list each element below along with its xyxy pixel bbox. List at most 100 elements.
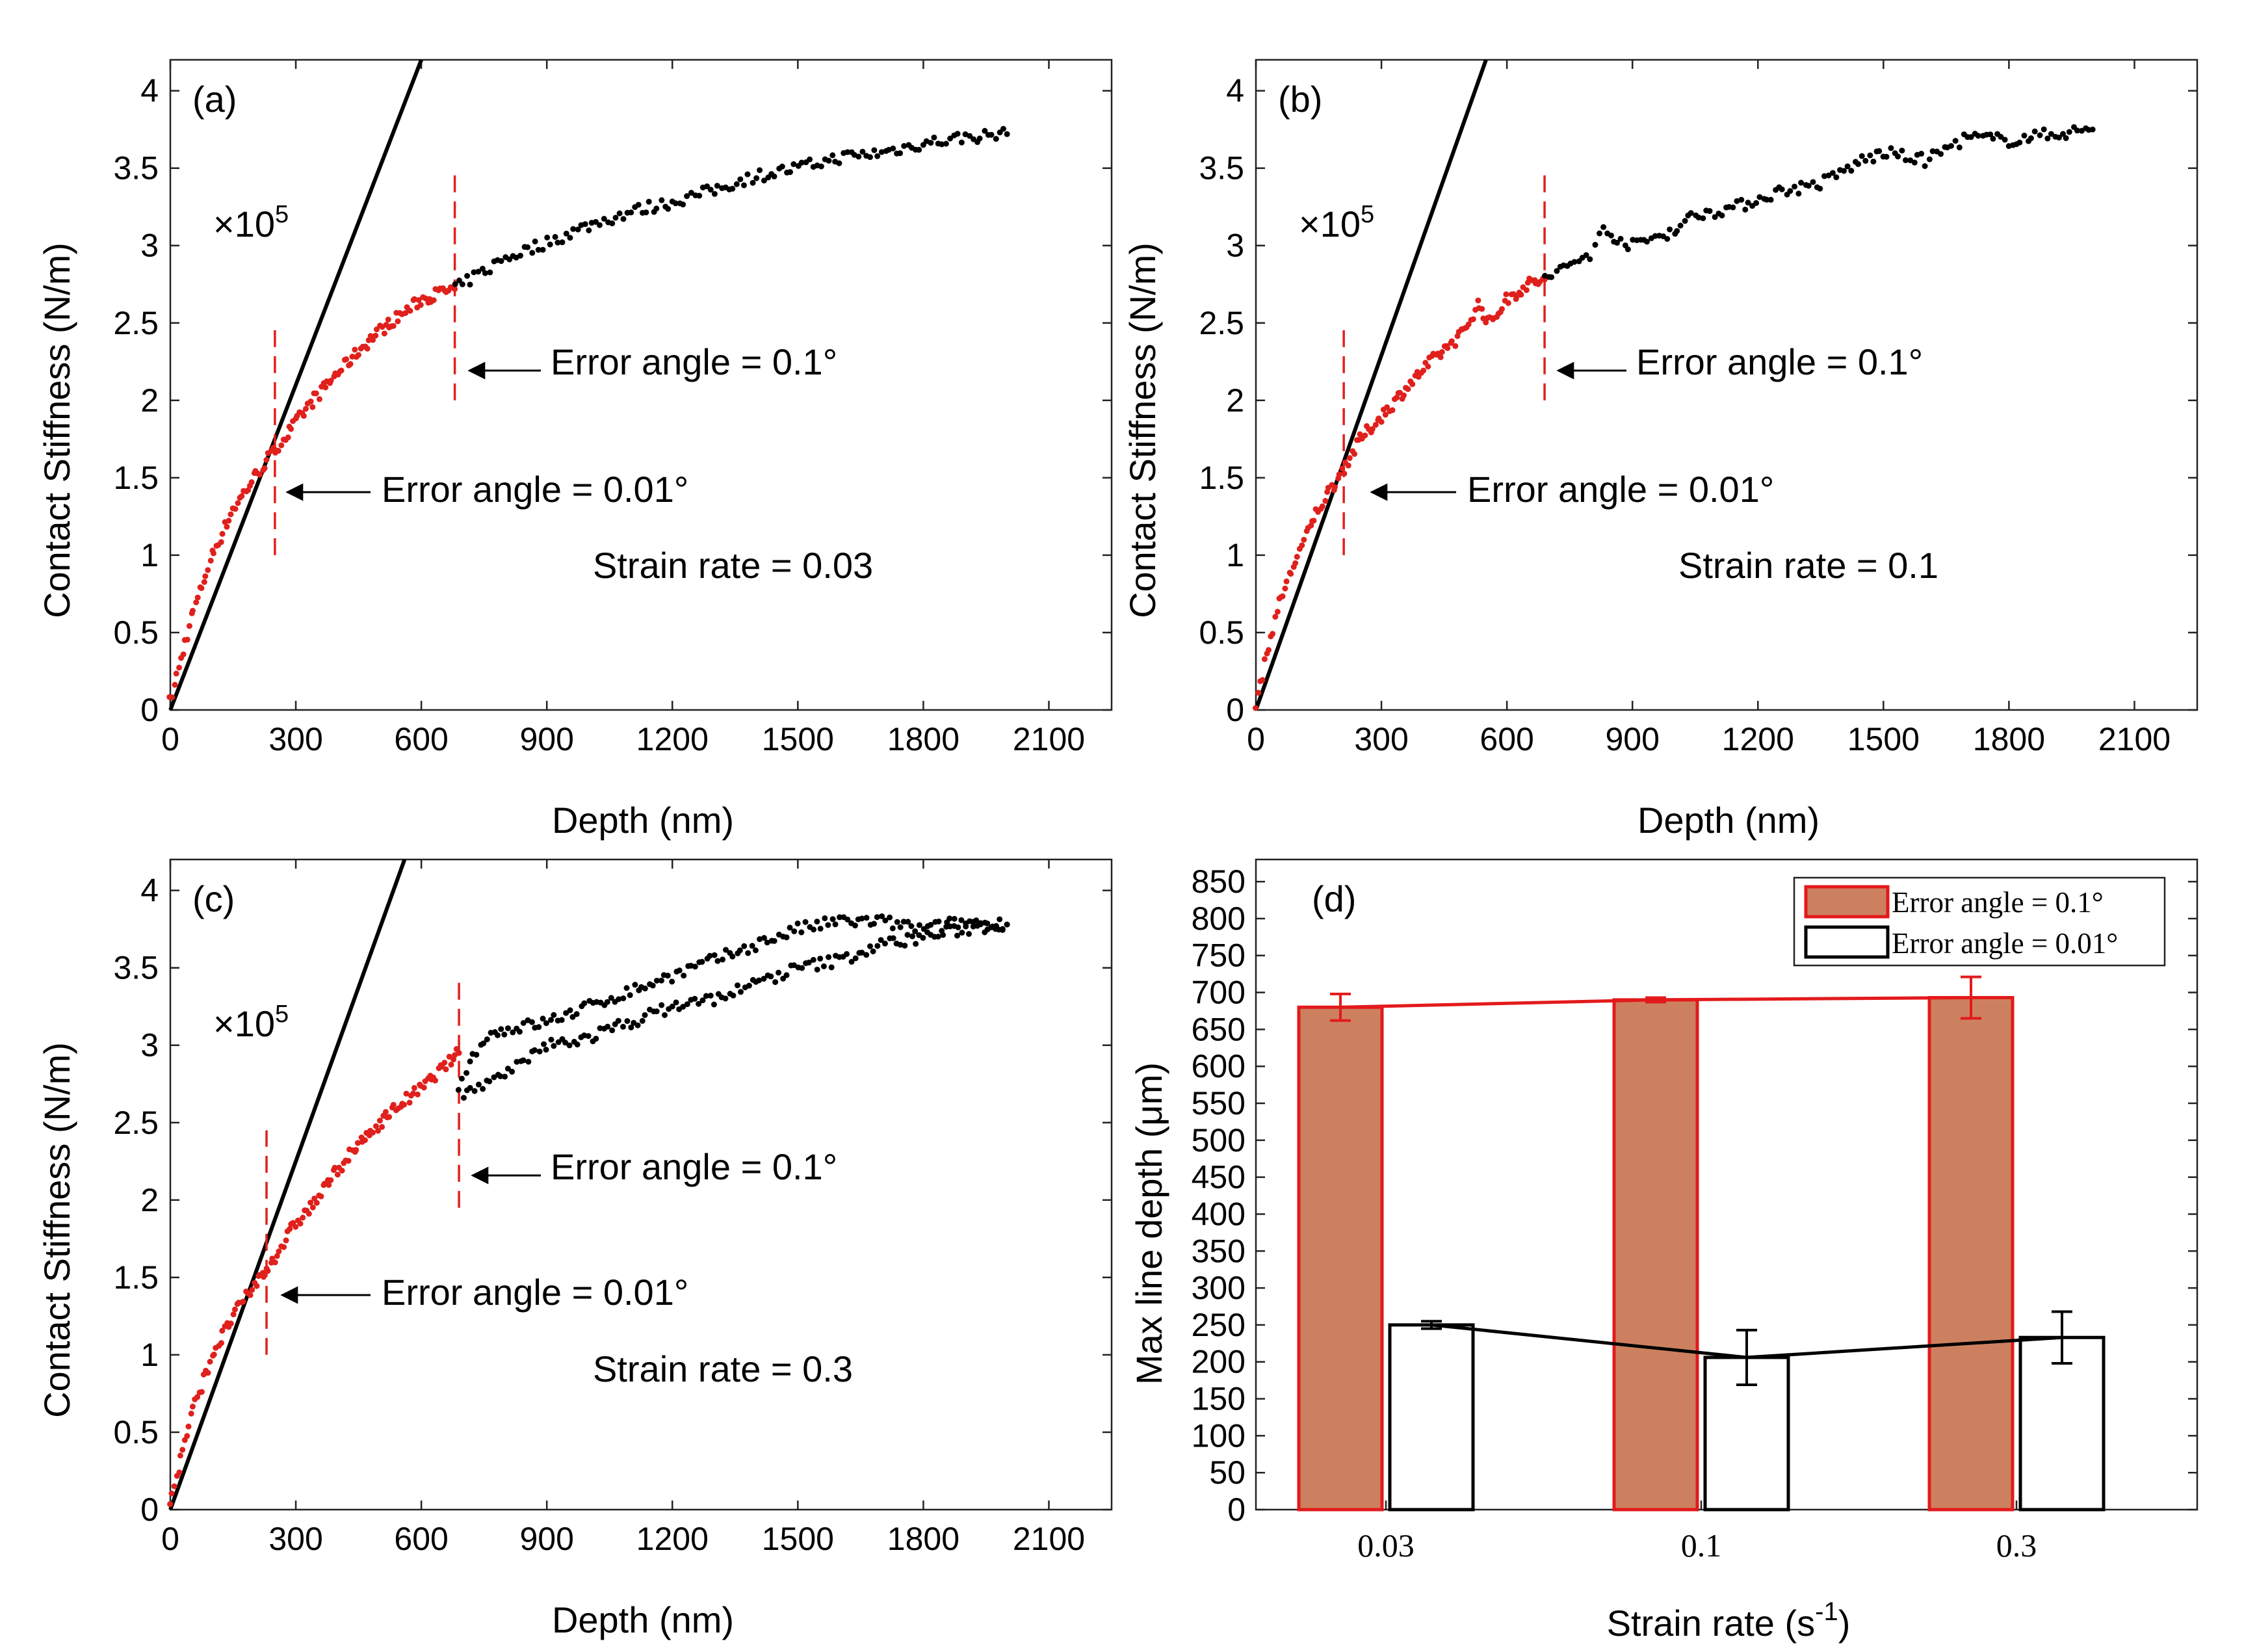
data-point xyxy=(2041,126,2047,133)
data-point xyxy=(1409,381,1416,387)
data-point xyxy=(471,269,477,276)
y-tick-label: 0.5 xyxy=(113,614,159,651)
panel-d-xlabel: Strain rate (s-1) xyxy=(1607,1597,1851,1644)
y-tick-label: 0 xyxy=(140,692,159,728)
data-point xyxy=(913,941,919,947)
data-point xyxy=(954,131,961,137)
data-point xyxy=(790,161,797,167)
data-point xyxy=(1336,471,1342,478)
data-point xyxy=(407,308,413,314)
data-point xyxy=(1372,421,1379,428)
data-point xyxy=(184,1433,190,1439)
data-point xyxy=(205,567,211,573)
data-point xyxy=(859,148,866,155)
data-point xyxy=(1876,148,1883,154)
data-point xyxy=(520,1019,527,1026)
data-point xyxy=(1833,174,1840,181)
data-point xyxy=(261,1274,267,1280)
data-point xyxy=(707,992,714,999)
data-point xyxy=(194,594,201,601)
data-point xyxy=(965,931,972,937)
data-point xyxy=(897,924,904,930)
data-point xyxy=(764,939,770,946)
x-tick-label: 1500 xyxy=(762,1521,834,1557)
data-point xyxy=(1369,426,1376,432)
y-tick-label: 3 xyxy=(140,1027,159,1064)
data-point xyxy=(2066,129,2072,135)
data-point xyxy=(202,573,209,579)
data-point xyxy=(608,995,614,1001)
data-point xyxy=(649,982,656,989)
panel-a-multiplier: ×105 xyxy=(213,201,289,244)
panel-c-axes: 0 300 600 900 1200 1500 1800 2100 0 0.5 1 1.5 2 2.5 3 3… xyxy=(113,858,1113,1557)
data-point xyxy=(643,209,649,216)
data-point xyxy=(475,1081,482,1088)
data-point xyxy=(817,925,824,932)
data-point xyxy=(504,1025,511,1032)
data-point xyxy=(1805,183,1812,189)
data-point xyxy=(230,1311,237,1318)
data-point xyxy=(452,285,458,292)
data-point xyxy=(375,1127,382,1134)
data-point xyxy=(210,550,216,557)
data-point xyxy=(791,928,798,934)
legend-label-01: Error angle = 0.1° xyxy=(1892,886,2104,919)
data-point xyxy=(543,1047,549,1053)
data-point xyxy=(829,152,836,159)
data-point xyxy=(1279,593,1286,599)
data-point xyxy=(355,352,361,358)
panel-b: (b) ×105 0 300 600 900 1200 1500 1800 2100 0 0.5 1… xyxy=(1122,59,2198,841)
data-point xyxy=(1253,705,1259,711)
data-point xyxy=(536,1024,542,1030)
data-point xyxy=(218,539,224,545)
data-point xyxy=(369,1129,376,1136)
data-point xyxy=(1420,367,1427,374)
data-point xyxy=(852,955,859,962)
data-point xyxy=(623,985,630,991)
panel-c-annot-01: Error angle = 0.1° xyxy=(551,1146,837,1187)
data-point xyxy=(171,1483,177,1489)
data-point xyxy=(2074,127,2080,134)
data-point xyxy=(943,140,949,147)
panel-b-frame xyxy=(1255,59,2198,711)
data-point xyxy=(984,920,991,926)
data-point xyxy=(874,943,881,949)
data-point xyxy=(381,330,387,337)
data-point xyxy=(783,972,790,978)
data-point xyxy=(224,523,230,530)
data-point xyxy=(904,932,911,938)
data-point xyxy=(1448,338,1455,345)
data-point xyxy=(1261,656,1268,662)
data-point xyxy=(1617,235,1624,242)
data-point xyxy=(536,1048,543,1055)
data-point xyxy=(446,1053,452,1060)
data-point xyxy=(240,1298,246,1305)
data-point xyxy=(1859,153,1865,159)
data-point xyxy=(890,935,896,941)
data-point xyxy=(448,1062,454,1068)
data-point xyxy=(480,1086,486,1092)
data-point xyxy=(822,915,828,921)
data-point xyxy=(484,1036,490,1043)
data-point xyxy=(997,916,1003,923)
data-point xyxy=(756,977,763,984)
data-point xyxy=(1311,518,1317,524)
y-tick-label: 50 xyxy=(1209,1454,1246,1491)
y-tick-label: 150 xyxy=(1192,1381,1246,1417)
data-point xyxy=(403,1090,410,1097)
x-tick-label: 2100 xyxy=(1013,1521,1085,1557)
data-point xyxy=(871,147,878,153)
y-tick-label: 550 xyxy=(1192,1085,1246,1121)
data-point xyxy=(635,202,642,208)
data-point xyxy=(1362,432,1368,439)
x-tick-label: 1500 xyxy=(1847,721,1920,757)
data-point xyxy=(814,918,820,924)
data-point xyxy=(177,1452,183,1459)
data-point xyxy=(313,390,319,397)
data-point xyxy=(552,233,558,240)
data-point xyxy=(1345,462,1351,469)
data-point xyxy=(2044,135,2051,142)
x-tick-label: 300 xyxy=(1354,721,1408,757)
data-point xyxy=(430,297,437,304)
data-point xyxy=(1331,484,1338,490)
